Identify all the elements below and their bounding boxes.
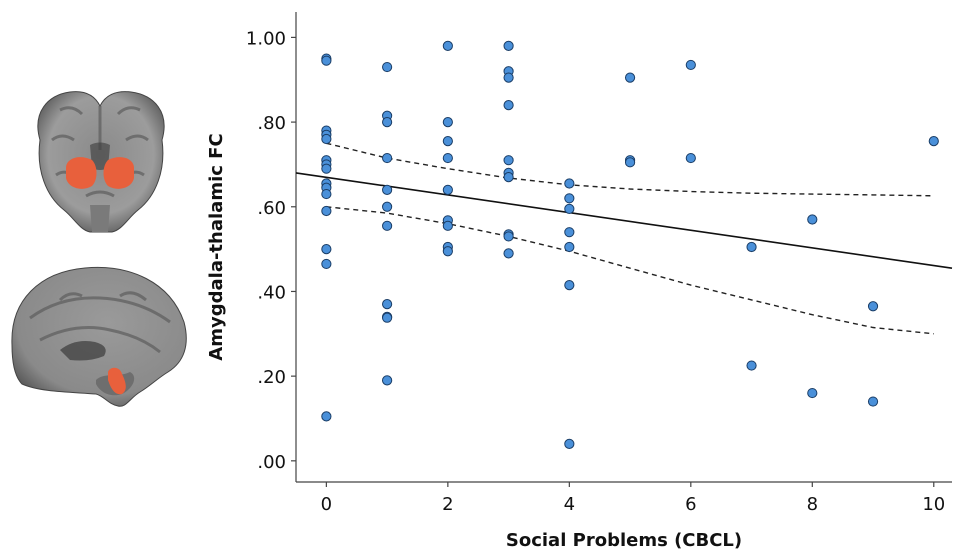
data-point	[382, 61, 393, 73]
y-axis-title: Amygdala-thalamic FC	[206, 133, 227, 360]
data-point	[442, 116, 453, 128]
data-point	[382, 184, 393, 195]
data-point	[867, 396, 879, 407]
data-point	[442, 184, 453, 195]
data-point	[564, 438, 575, 449]
data-point	[503, 40, 514, 51]
data-point	[746, 360, 757, 371]
x-tick-label: 10	[922, 494, 945, 515]
data-point	[321, 133, 332, 145]
data-point	[807, 387, 818, 399]
data-point	[564, 241, 575, 253]
data-point	[564, 280, 575, 291]
data-point	[321, 411, 332, 422]
data-point	[624, 72, 636, 83]
data-point	[503, 72, 514, 83]
data-point	[442, 40, 453, 51]
sagittal-brain-slice	[11, 266, 187, 407]
data-point	[382, 201, 393, 212]
data-point	[685, 152, 696, 164]
x-tick-label: 6	[685, 494, 696, 515]
data-point	[564, 178, 575, 189]
data-point	[321, 244, 332, 255]
x-tick-label: 0	[321, 494, 332, 515]
data-point	[382, 152, 393, 164]
data-point	[685, 59, 696, 71]
data-point	[321, 258, 332, 270]
x-axis-title: Social Problems (CBCL)	[506, 530, 742, 551]
brain-images	[11, 91, 187, 407]
data-point	[321, 205, 332, 217]
y-tick-label: .00	[257, 452, 286, 473]
data-point	[564, 203, 575, 214]
data-point	[928, 136, 939, 147]
ci-lower-line	[326, 206, 934, 335]
ci-upper-line	[326, 142, 934, 197]
data-point	[442, 136, 453, 147]
data-point	[382, 312, 393, 323]
data-point	[503, 100, 514, 111]
data-point	[564, 193, 575, 204]
data-point	[382, 220, 393, 231]
data-point	[624, 157, 636, 168]
data-point	[564, 227, 575, 238]
data-point	[442, 152, 453, 164]
data-point	[503, 172, 514, 183]
data-point	[382, 116, 393, 128]
data-point	[321, 188, 332, 200]
y-tick-label: 1.00	[246, 28, 286, 49]
x-axis-ticks: 0 2 4 6 8 10	[321, 482, 945, 515]
data-point	[442, 220, 453, 231]
data-point	[503, 155, 514, 166]
y-axis-ticks: .00 .20 .40 .60 .80 1.00	[246, 28, 296, 473]
y-tick-label: .40	[257, 282, 286, 303]
x-tick-label: 2	[442, 494, 453, 515]
data-point	[382, 299, 393, 310]
y-tick-label: .20	[257, 367, 286, 388]
confidence-interval	[326, 142, 934, 335]
data-point	[503, 231, 514, 242]
data-point	[382, 375, 393, 386]
y-tick-label: .80	[257, 113, 286, 134]
data-point	[807, 214, 818, 225]
data-points	[321, 40, 939, 449]
data-point	[321, 163, 332, 174]
x-tick-label: 8	[807, 494, 818, 515]
coronal-brain-slice	[37, 91, 165, 233]
data-point	[867, 301, 879, 312]
data-point	[442, 246, 453, 257]
x-tick-label: 4	[564, 494, 575, 515]
data-point	[503, 248, 514, 259]
data-point	[321, 55, 332, 66]
regression-line	[295, 172, 953, 269]
y-tick-label: .60	[257, 198, 286, 219]
data-point	[746, 241, 757, 253]
